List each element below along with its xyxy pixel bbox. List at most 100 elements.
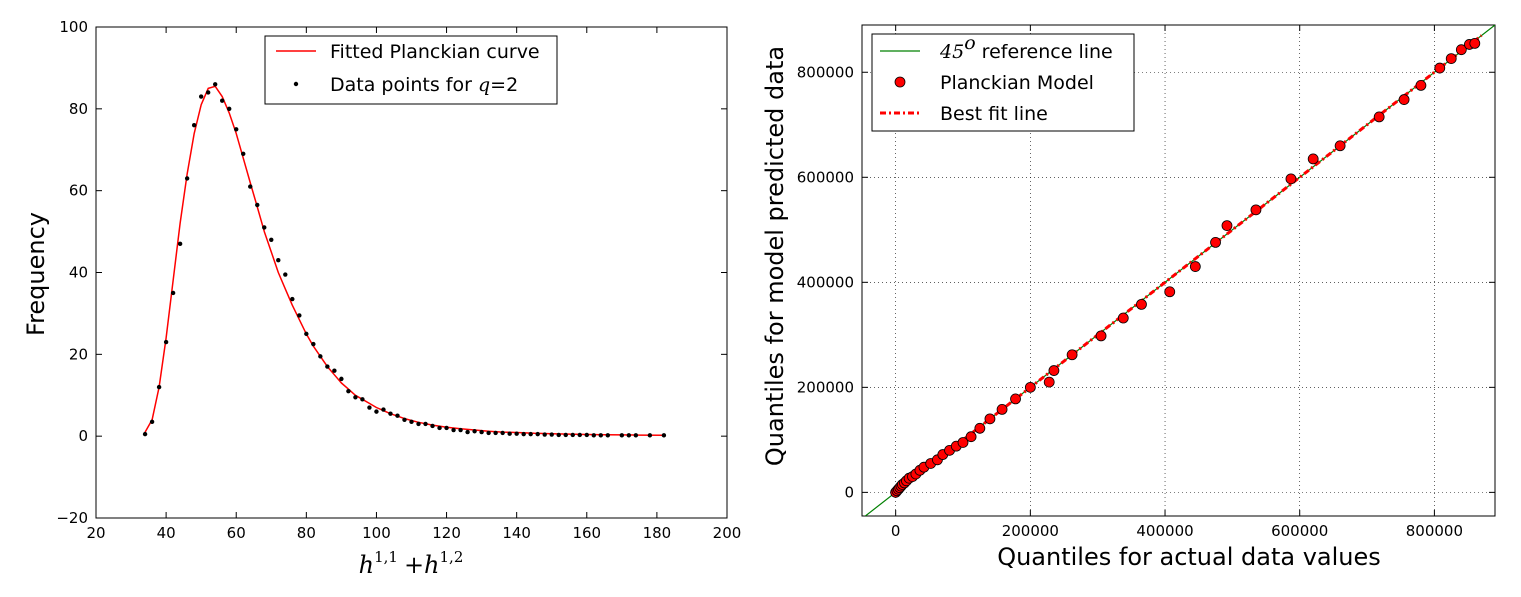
data-point: [570, 432, 575, 438]
data-point: [591, 433, 596, 438]
legend-ref-sup: o: [964, 32, 975, 54]
data-point: [276, 258, 281, 263]
chart1-x-ticks: 20 40 60 80 100 120 140 160 180 200: [86, 27, 741, 542]
chart1-y-axis-label: Frequency: [22, 212, 50, 336]
legend-data-eq: =: [490, 74, 506, 96]
chart1-legend-box: [264, 35, 558, 105]
data-point: [1136, 298, 1147, 310]
legend-data-num: 2: [506, 74, 518, 96]
data-point: [325, 364, 330, 369]
data-point: [1250, 204, 1262, 216]
data-point: [514, 431, 519, 436]
chart1-xtick-label: 80: [297, 524, 316, 542]
chart1-y-ticks: −20 0 20 40 60 80 100: [56, 18, 727, 527]
legend-label-best-fit: Best fit line: [940, 103, 1048, 125]
data-point: [1415, 79, 1427, 91]
data-point: [353, 395, 358, 400]
legend-label-fitted-curve: Fitted Planckian curve: [330, 41, 540, 63]
data-point: [996, 403, 1008, 415]
data-point: [984, 413, 996, 425]
chart1-ytick-label: 80: [69, 100, 88, 118]
chart1-ytick-label: 0: [78, 427, 88, 445]
chart1-ytick-label: −20: [56, 509, 88, 527]
chart1-xtick-label: 200: [713, 524, 742, 542]
data-point: [248, 184, 253, 189]
data-point: [163, 339, 169, 345]
chart1-xtick-label: 180: [643, 524, 672, 542]
legend-data-prefix: Data points for: [330, 74, 478, 96]
legend-ref-rest: reference line: [976, 41, 1113, 63]
data-point: [241, 151, 246, 157]
data-point: [598, 433, 603, 438]
data-point: [1398, 94, 1410, 105]
series-best-fit-line: [894, 34, 1483, 494]
legend-label-planckian-model: Planckian Model: [940, 72, 1094, 94]
data-point: [493, 430, 498, 436]
data-point: [177, 241, 183, 247]
x-label-h1: h: [359, 551, 374, 579]
data-point: [465, 429, 470, 435]
data-point: [416, 421, 421, 427]
chart2-y-axis-label: Quantiles for model predicted data: [761, 46, 789, 466]
data-point: [1210, 237, 1221, 248]
chart2-ytick-label: 600000: [797, 168, 854, 186]
chart1-x-axis-label: h1,1 +h1,2: [359, 548, 464, 579]
data-point: [367, 405, 372, 410]
chart2-series-layer: [864, 25, 1495, 516]
data-point: [577, 432, 582, 438]
chart1-plot-area: [142, 82, 667, 438]
legend-label-data-points: Data points for q=2: [330, 74, 518, 96]
data-point: [1043, 376, 1055, 388]
data-point: [388, 411, 393, 416]
data-point: [220, 98, 225, 103]
data-point: [974, 422, 986, 434]
data-point: [437, 425, 442, 431]
data-point: [142, 431, 148, 437]
data-point: [486, 430, 491, 436]
data-point: [1469, 37, 1481, 49]
chart2-xtick-label: 0: [891, 522, 901, 540]
legend-data-q: q: [478, 74, 490, 96]
data-point: [234, 127, 239, 132]
data-point: [521, 431, 526, 437]
data-point: [605, 433, 611, 438]
data-point: [1455, 44, 1467, 56]
chart2-ytick-label: 400000: [797, 273, 854, 291]
chart2-xtick-label: 600000: [1271, 522, 1328, 540]
chart2-plot-area: [864, 25, 1495, 516]
chart1-series-layer: [142, 82, 667, 438]
chart2-ytick-label: 200000: [797, 378, 854, 396]
data-point: [332, 368, 337, 373]
data-point: [549, 432, 554, 437]
data-point: [1066, 349, 1078, 361]
data-point: [360, 397, 365, 402]
data-point: [283, 272, 288, 277]
chart1-ytick-label: 20: [69, 345, 88, 363]
data-point: [1095, 330, 1107, 342]
data-point: [304, 331, 309, 337]
chart1-ytick-label: 40: [69, 264, 88, 282]
data-point: [297, 313, 302, 318]
chart1-ytick-label: 100: [59, 18, 88, 36]
data-point: [402, 417, 407, 422]
chart1-xtick-label: 120: [432, 524, 461, 542]
data-point: [619, 433, 625, 438]
x-label-sup2: 1,2: [440, 548, 464, 566]
data-point: [584, 432, 589, 438]
frequency-chart: 20 40 60 80 100 120 140 160 180 200 −20 0 20 40 60 80 1…: [22, 18, 741, 579]
data-point: [1164, 286, 1176, 298]
data-point: [472, 429, 477, 434]
data-point: [647, 433, 653, 438]
data-point: [957, 437, 969, 448]
data-point: [198, 94, 204, 99]
data-point: [339, 376, 344, 382]
data-point: [346, 388, 351, 394]
data-point: [1221, 220, 1233, 232]
data-point: [318, 354, 323, 359]
chart2-legend: 45o reference line Planckian Model Best …: [871, 32, 1135, 132]
chart2-gridlines: [862, 25, 1495, 516]
chart2-xtick-label: 800000: [1406, 522, 1463, 540]
chart2-ytick-label: 800000: [797, 63, 854, 81]
data-point: [262, 225, 267, 230]
data-point: [535, 431, 540, 437]
